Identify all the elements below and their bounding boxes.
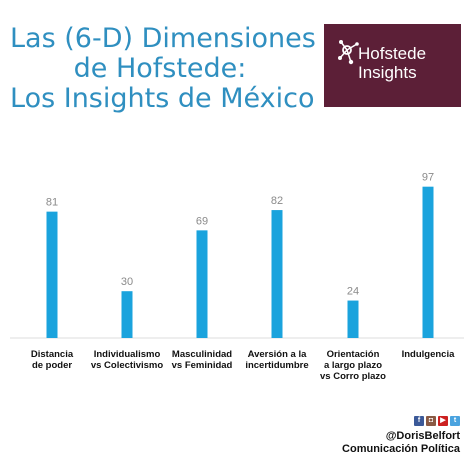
credits: f ◘ ▶ t @DorisBelfort Comunicación Polít… [342, 416, 460, 456]
author-handle: @DorisBelfort [385, 430, 460, 442]
data-label: 30 [121, 276, 133, 288]
data-label: 69 [196, 215, 208, 227]
social-icons: f ◘ ▶ t [342, 416, 460, 426]
category-label: Aversión a la incertidumbre [245, 349, 309, 371]
bar [422, 186, 434, 338]
category-label: Indulgencia [401, 349, 455, 360]
data-label: 24 [347, 286, 359, 298]
logo-text-line-2: Insights [358, 63, 417, 82]
bar [196, 230, 208, 338]
category-label: Individualismo vs Colectivismo [90, 349, 164, 371]
category-label: Distancia de poder [30, 349, 74, 371]
hofstede-insights-logo: Hofstede Insights [324, 24, 461, 107]
facebook-icon: f [414, 416, 424, 426]
data-label: 97 [422, 172, 434, 184]
instagram-icon: ◘ [426, 416, 436, 426]
bar-chart: 81 30 69 82 24 97 [10, 172, 464, 339]
data-label: 82 [271, 195, 283, 207]
bar [271, 210, 283, 338]
author-org: Comunicación Política [342, 443, 460, 455]
title-line-3: Los Insights de México [10, 83, 315, 114]
chart-title: Las (6-D) Dimensiones de Hofstede: Los I… [10, 23, 316, 114]
category-label: Masculinidad vs Feminidad [171, 349, 233, 371]
bar [121, 291, 133, 338]
data-label: 81 [46, 197, 58, 209]
bar [347, 300, 359, 338]
logo-molecule-icon [338, 40, 359, 65]
twitter-icon: t [450, 416, 460, 426]
bar [46, 211, 58, 338]
youtube-icon: ▶ [438, 416, 448, 426]
category-label: Orientación a largo plazo vs Corro plazo [320, 349, 386, 382]
logo-text-line-1: Hofstede [358, 44, 427, 63]
title-line-1: Las (6-D) Dimensiones [10, 23, 316, 54]
title-line-2: de Hofstede: [73, 53, 247, 84]
